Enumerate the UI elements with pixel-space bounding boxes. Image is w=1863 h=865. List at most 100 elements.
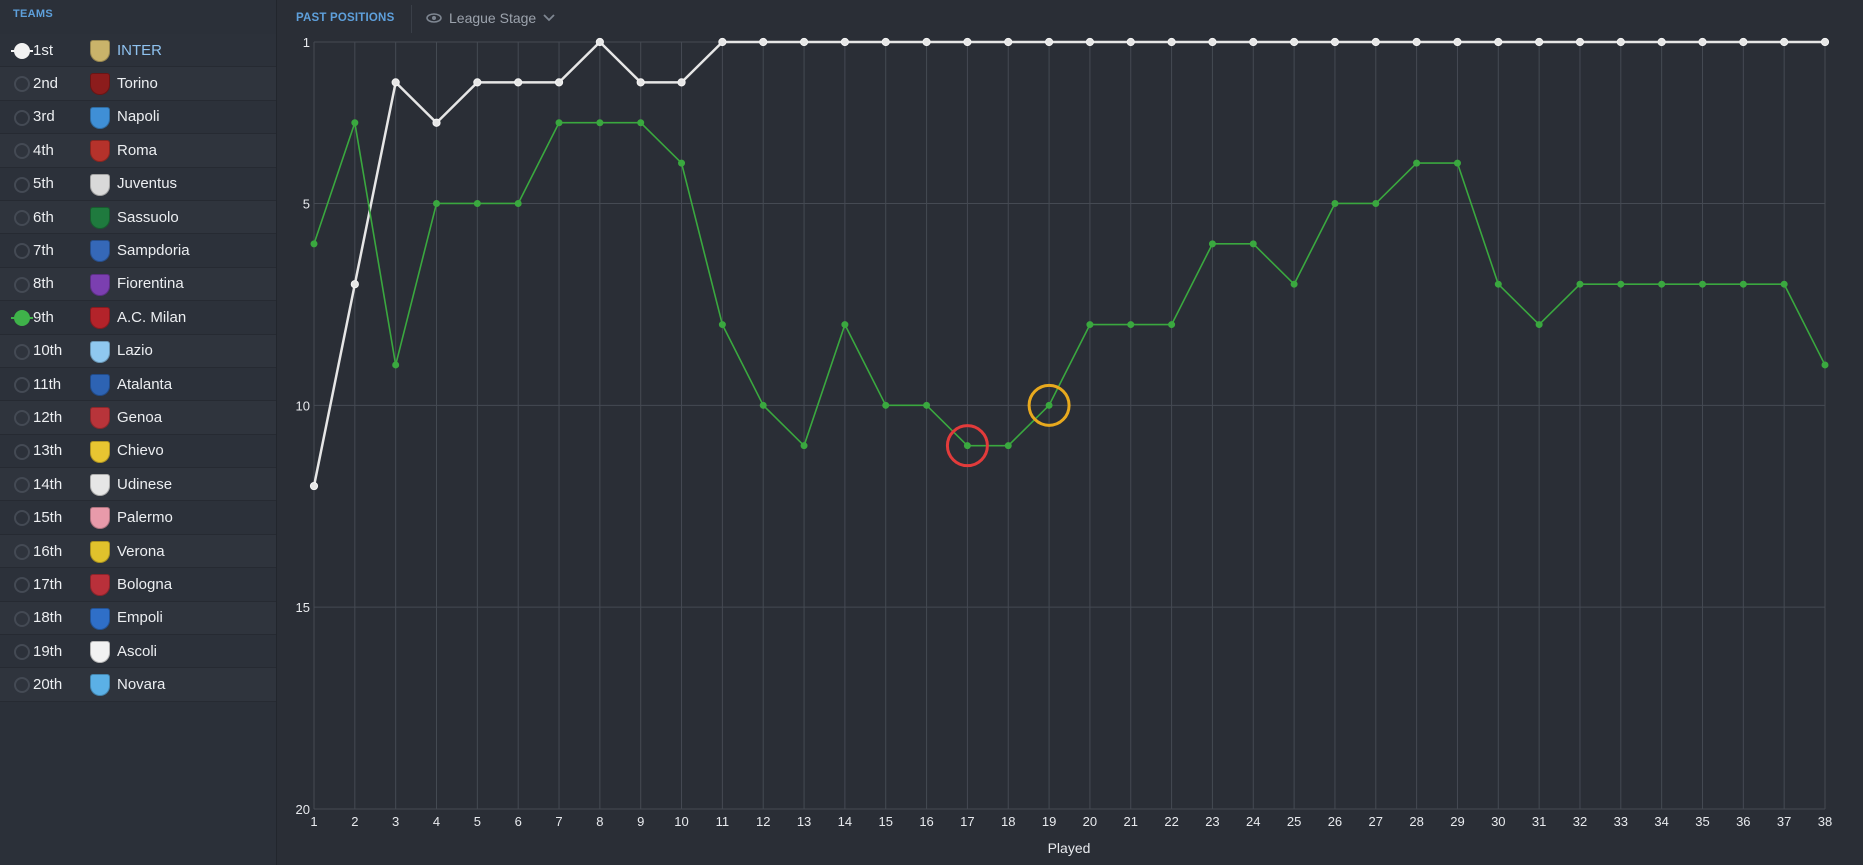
team-name: Genoa <box>117 408 163 426</box>
x-tick-label: 11 <box>716 814 730 829</box>
team-position: 17th <box>33 575 63 593</box>
series-point <box>1535 37 1544 47</box>
team-row[interactable]: 1st INTER <box>0 34 276 68</box>
series-point <box>1698 37 1707 47</box>
series-point <box>1004 37 1013 47</box>
team-toggle-icon[interactable] <box>14 677 30 694</box>
team-row[interactable]: 5th Juventus <box>0 167 276 201</box>
series-point <box>718 37 727 47</box>
team-toggle-icon[interactable] <box>14 243 30 260</box>
teams-header: TEAMS <box>13 8 53 20</box>
team-toggle-icon[interactable] <box>14 510 30 527</box>
x-tick-label: 16 <box>919 814 933 829</box>
annotation-circle <box>1027 383 1071 427</box>
series-point <box>1494 37 1503 47</box>
series-point <box>1820 37 1830 47</box>
team-crest-icon <box>90 140 110 163</box>
team-row[interactable]: 13th Chievo <box>0 434 276 469</box>
series-point <box>595 37 604 47</box>
team-toggle-icon[interactable] <box>14 644 30 661</box>
series-point <box>1372 199 1380 207</box>
series-point <box>309 481 319 491</box>
team-crest-icon <box>90 273 110 296</box>
x-tick-label: 34 <box>1654 814 1668 829</box>
team-row[interactable]: 15th Palermo <box>0 501 276 535</box>
team-name: Sampdoria <box>117 242 190 260</box>
team-row[interactable]: 20th Novara <box>0 668 276 702</box>
team-toggle-icon[interactable] <box>14 143 30 160</box>
team-crest-icon <box>90 106 110 129</box>
team-toggle-icon[interactable] <box>14 176 30 193</box>
team-row[interactable]: 10th Lazio <box>0 334 276 368</box>
x-tick-label: 24 <box>1246 814 1260 829</box>
series-point <box>350 280 359 289</box>
team-toggle-icon[interactable] <box>11 43 33 59</box>
team-row[interactable]: 12th Genoa <box>0 401 276 435</box>
team-position: 12th <box>33 408 63 426</box>
x-tick-label: 35 <box>1695 814 1709 829</box>
team-row[interactable]: 7th Sampdoria <box>0 234 276 268</box>
team-row[interactable]: 17th Bologna <box>0 568 276 602</box>
series-point <box>677 78 686 87</box>
series-point <box>1617 280 1625 288</box>
series-point <box>1127 321 1135 329</box>
team-toggle-icon[interactable] <box>14 276 30 293</box>
x-tick-label: 19 <box>1042 814 1056 829</box>
team-toggle-icon[interactable] <box>11 310 33 327</box>
series-point <box>554 78 564 87</box>
x-tick-label: 8 <box>596 814 603 829</box>
series-line <box>312 40 1825 487</box>
team-position: 6th <box>33 208 54 226</box>
team-row[interactable]: 2nd Torino <box>0 67 276 101</box>
team-row[interactable]: 19th Ascoli <box>0 635 276 669</box>
team-toggle-icon[interactable] <box>14 343 30 360</box>
x-tick-label: 20 <box>1083 814 1097 829</box>
annotation-circle <box>945 424 989 468</box>
series-point <box>351 119 359 127</box>
series-point <box>514 199 522 207</box>
x-tick-label: 7 <box>555 814 562 829</box>
series-point <box>1371 37 1380 47</box>
team-toggle-icon[interactable] <box>14 610 30 627</box>
tab-divider <box>411 5 412 33</box>
team-row[interactable]: 4th Roma <box>0 134 276 168</box>
team-position: 15th <box>33 509 63 527</box>
team-position: 8th <box>33 275 54 293</box>
team-toggle-icon[interactable] <box>14 109 30 126</box>
team-row[interactable]: 18th Empoli <box>0 601 276 636</box>
team-toggle-icon[interactable] <box>14 76 30 93</box>
team-position: 5th <box>33 175 54 193</box>
stage-dropdown[interactable]: League Stage <box>426 10 555 26</box>
team-row[interactable]: 11th Atalanta <box>0 367 276 402</box>
team-name: Empoli <box>117 609 163 627</box>
team-row[interactable]: 6th Sassuolo <box>0 200 276 235</box>
team-toggle-icon[interactable] <box>14 376 30 393</box>
team-crest-icon <box>90 574 110 597</box>
team-row[interactable]: 16th Verona <box>0 534 276 569</box>
team-toggle-icon[interactable] <box>14 410 30 427</box>
x-tick-label: 27 <box>1369 814 1383 829</box>
team-row[interactable]: 14th Udinese <box>0 468 276 502</box>
series-point <box>555 119 563 127</box>
team-toggle-icon[interactable] <box>14 443 30 460</box>
series-point <box>1330 37 1340 47</box>
tab-past-positions[interactable]: PAST POSITIONS <box>296 12 395 24</box>
x-tick-label: 30 <box>1491 814 1505 829</box>
team-position: 9th <box>33 308 54 326</box>
series-point <box>1657 37 1666 47</box>
team-name: Lazio <box>117 342 153 360</box>
x-tick-label: 38 <box>1818 814 1832 829</box>
team-toggle-icon[interactable] <box>14 543 30 560</box>
series-point <box>759 37 768 47</box>
team-row[interactable]: 8th Fiorentina <box>0 267 276 302</box>
series-point <box>1085 37 1095 47</box>
team-toggle-icon[interactable] <box>14 477 30 494</box>
team-row[interactable]: 9th A.C. Milan <box>0 301 276 335</box>
team-crest-icon <box>90 540 110 563</box>
y-tick-label: 5 <box>303 196 310 211</box>
series-point <box>1658 280 1666 288</box>
team-toggle-icon[interactable] <box>14 577 30 594</box>
team-toggle-icon[interactable] <box>14 209 30 226</box>
team-row[interactable]: 3rd Napoli <box>0 100 276 135</box>
series-point <box>1535 321 1543 329</box>
